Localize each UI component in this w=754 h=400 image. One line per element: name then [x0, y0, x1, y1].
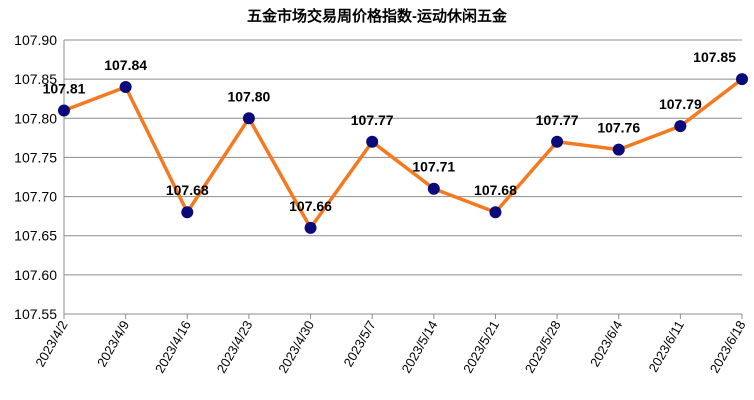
- chart-title: 五金市场交易周价格指数-运动休闲五金: [247, 7, 508, 25]
- data-point: [58, 104, 70, 117]
- data-point: [427, 182, 440, 195]
- data-label: 107.68: [474, 182, 517, 198]
- y-tick-label: 107.65: [14, 228, 57, 244]
- x-tick-label: 2023/4/9: [94, 318, 132, 369]
- x-tick-label: 2023/4/16: [152, 318, 194, 376]
- data-point: [551, 135, 564, 148]
- data-labels: 107.81 107.84 107.68 107.80 107.66 107.77 107.…: [43, 49, 737, 214]
- data-label: 107.68: [166, 182, 209, 198]
- data-point: [366, 135, 379, 148]
- x-tick-label: 2023/5/7: [340, 318, 378, 369]
- x-tick-label: 2023/4/2: [32, 318, 70, 369]
- data-label: 107.76: [597, 120, 640, 136]
- data-label: 107.84: [104, 57, 147, 73]
- data-point: [674, 120, 687, 133]
- data-point: [612, 143, 625, 156]
- x-tick-label: 2023/4/23: [214, 318, 256, 376]
- x-tick-label: 2023/5/14: [399, 318, 441, 376]
- data-label: 107.77: [351, 112, 394, 128]
- data-point: [181, 206, 194, 219]
- data-label: 107.79: [659, 96, 702, 112]
- gridlines: [64, 39, 742, 315]
- series-group: [58, 73, 748, 234]
- data-label: 107.80: [227, 88, 270, 104]
- data-point: [489, 206, 502, 219]
- x-tick-label: 2023/4/30: [275, 318, 317, 376]
- y-tick-label: 107.70: [14, 189, 57, 205]
- data-label: 107.66: [289, 198, 332, 214]
- data-point: [304, 221, 317, 234]
- data-point: [242, 112, 255, 125]
- x-tick-label: 2023/6/4: [587, 318, 625, 369]
- y-tick-label: 107.55: [14, 306, 57, 322]
- data-label: 107.85: [693, 49, 736, 65]
- y-tick-label: 107.90: [14, 32, 57, 48]
- y-tick-label: 107.75: [14, 149, 57, 165]
- data-point: [119, 80, 132, 93]
- x-axis-ticks: 2023/4/2 2023/4/9 2023/4/16 2023/4/23 2023/4…: [32, 314, 749, 376]
- data-label: 107.77: [536, 112, 579, 128]
- x-tick-label: 2023/6/18: [707, 318, 749, 376]
- y-axis-ticks: 107.55 107.60 107.65 107.70 107.75 107.80 107.…: [14, 32, 57, 322]
- y-tick-label: 107.60: [14, 267, 57, 283]
- y-tick-label: 107.80: [14, 110, 57, 126]
- axes: [63, 40, 742, 315]
- x-tick-label: 2023/6/11: [646, 318, 687, 375]
- data-label: 107.71: [412, 159, 455, 175]
- x-tick-label: 2023/5/28: [522, 318, 564, 376]
- series-line: [62, 77, 744, 230]
- x-tick-label: 2023/5/21: [460, 318, 502, 376]
- y-tick-label: 107.85: [14, 71, 57, 87]
- data-point: [736, 73, 748, 86]
- data-label: 107.81: [43, 80, 86, 96]
